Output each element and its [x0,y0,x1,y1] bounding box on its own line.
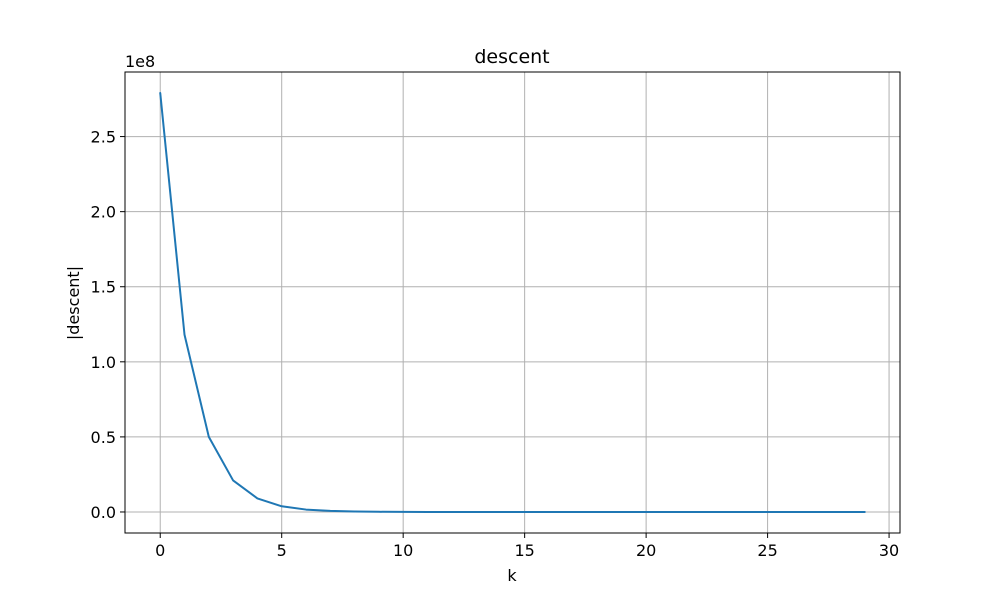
y-tick-label: 1.0 [91,353,116,372]
y-tick-label: 1.5 [91,278,116,297]
chart-title: descent [474,46,549,68]
series-line [159,92,866,513]
y-tick-label: 2.0 [91,203,116,222]
y-axis-label: |descent| [64,266,83,340]
y-tick-label: 2.5 [91,128,116,147]
x-axis-ticks: 0 5 10 15 20 25 30 [155,533,899,560]
x-tick-label: 10 [393,541,413,560]
y-tick-label: 0.5 [91,428,116,447]
plot-frame [124,71,901,534]
y-axis-offset-label: 1e8 [125,52,155,71]
x-tick-label: 20 [636,541,656,560]
x-tick-label: 30 [879,541,899,560]
x-tick-label: 15 [514,541,534,560]
x-axis-label: k [507,566,517,585]
y-tick-label: 0.0 [91,503,116,522]
grid [125,72,900,533]
x-tick-label: 5 [277,541,287,560]
x-tick-label: 25 [757,541,777,560]
series-layer [159,92,866,513]
y-axis-ticks: 0.0 0.5 1.0 1.5 2.0 2.5 [91,128,125,522]
x-tick-label: 0 [155,541,165,560]
